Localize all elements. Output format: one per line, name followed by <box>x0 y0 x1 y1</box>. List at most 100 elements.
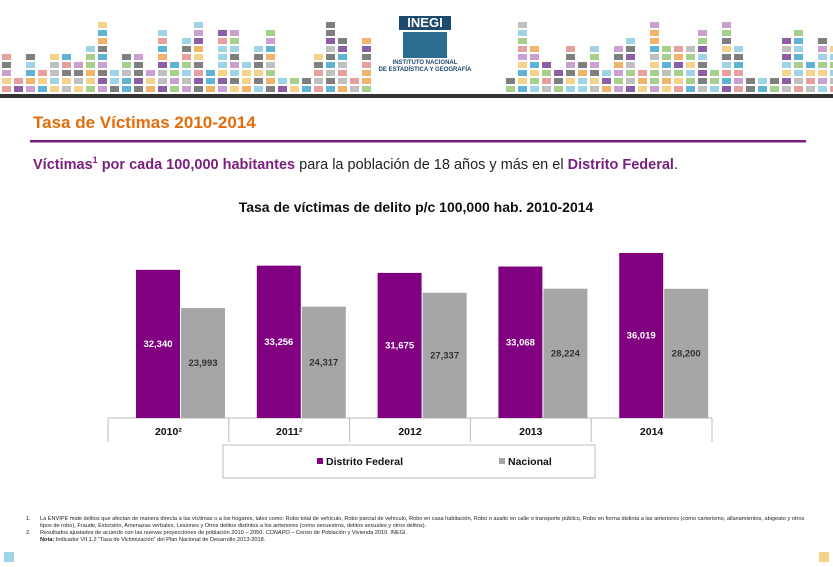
deco-block <box>698 30 707 36</box>
deco-block <box>806 62 815 68</box>
deco-block <box>782 86 791 92</box>
deco-block <box>698 38 707 44</box>
deco-block <box>266 86 275 92</box>
deco-block <box>326 22 335 28</box>
deco-block <box>530 54 539 60</box>
deco-block <box>746 78 755 84</box>
deco-block <box>758 86 767 92</box>
deco-block <box>830 86 833 92</box>
deco-block <box>206 86 215 92</box>
deco-block <box>734 54 743 60</box>
deco-block <box>626 46 635 52</box>
deco-block <box>242 62 251 68</box>
deco-block <box>230 78 239 84</box>
deco-block <box>38 78 47 84</box>
bar <box>619 253 664 418</box>
deco-block <box>2 54 11 60</box>
value-label: 32,340 <box>143 339 172 350</box>
deco-block <box>230 70 239 76</box>
deco-block <box>362 38 371 44</box>
legend-label: Distrito Federal <box>326 456 403 468</box>
deco-block <box>602 86 611 92</box>
deco-block <box>722 62 731 68</box>
deco-block <box>698 70 707 76</box>
deco-block <box>806 70 815 76</box>
deco-block <box>722 78 731 84</box>
deco-block <box>242 78 251 84</box>
deco-block <box>254 78 263 84</box>
deco-block <box>110 86 119 92</box>
deco-block <box>710 78 719 84</box>
deco-block <box>14 86 23 92</box>
slide-title: Tasa de Víctimas 2010-2014 <box>33 113 256 132</box>
chart-title: Tasa de víctimas de delito p/c 100,000 h… <box>239 199 594 215</box>
deco-block <box>98 78 107 84</box>
note-number: 1. <box>26 516 31 522</box>
deco-block <box>542 62 551 68</box>
deco-block <box>74 78 83 84</box>
bar <box>377 272 422 418</box>
deco-block <box>26 78 35 84</box>
deco-block <box>266 78 275 84</box>
deco-block <box>338 62 347 68</box>
deco-block <box>170 70 179 76</box>
deco-block <box>266 30 275 36</box>
deco-block <box>722 86 731 92</box>
deco-block <box>2 70 11 76</box>
deco-block <box>194 38 203 44</box>
deco-block <box>278 78 287 84</box>
deco-block <box>98 22 107 28</box>
deco-block <box>194 22 203 28</box>
deco-block <box>638 70 647 76</box>
deco-block <box>590 86 599 92</box>
deco-block <box>818 78 827 84</box>
deco-block <box>50 62 59 68</box>
deco-block <box>734 78 743 84</box>
deco-block <box>806 78 815 84</box>
deco-block <box>818 38 827 44</box>
deco-block <box>74 70 83 76</box>
deco-block <box>518 62 527 68</box>
deco-block <box>506 86 515 92</box>
deco-block <box>566 70 575 76</box>
deco-block <box>518 22 527 28</box>
deco-block <box>98 46 107 52</box>
deco-block <box>782 70 791 76</box>
deco-block <box>518 30 527 36</box>
bar <box>498 266 543 418</box>
deco-block <box>338 78 347 84</box>
deco-block <box>590 46 599 52</box>
deco-block <box>650 70 659 76</box>
deco-block <box>158 30 167 36</box>
deco-block <box>254 46 263 52</box>
deco-block <box>194 62 203 68</box>
deco-block <box>578 78 587 84</box>
deco-block <box>98 86 107 92</box>
deco-block <box>170 62 179 68</box>
deco-block <box>266 70 275 76</box>
deco-block <box>218 46 227 52</box>
deco-block <box>26 70 35 76</box>
x-tick-label: 2012 <box>398 426 422 438</box>
deco-block <box>242 86 251 92</box>
deco-block <box>626 62 635 68</box>
deco-block <box>614 86 623 92</box>
deco-block <box>218 70 227 76</box>
deco-block <box>266 54 275 60</box>
deco-block <box>314 62 323 68</box>
deco-block <box>662 54 671 60</box>
deco-block <box>134 86 143 92</box>
deco-block <box>818 62 827 68</box>
deco-block <box>626 86 635 92</box>
logo-line1: INSTITUTO NACIONAL <box>393 60 458 66</box>
deco-block <box>518 86 527 92</box>
deco-block <box>734 86 743 92</box>
deco-block <box>650 62 659 68</box>
deco-block <box>782 54 791 60</box>
value-label: 28,200 <box>672 348 701 359</box>
deco-block <box>794 46 803 52</box>
deco-block <box>62 62 71 68</box>
bar <box>181 308 225 418</box>
deco-block <box>722 38 731 44</box>
deco-block <box>122 70 131 76</box>
